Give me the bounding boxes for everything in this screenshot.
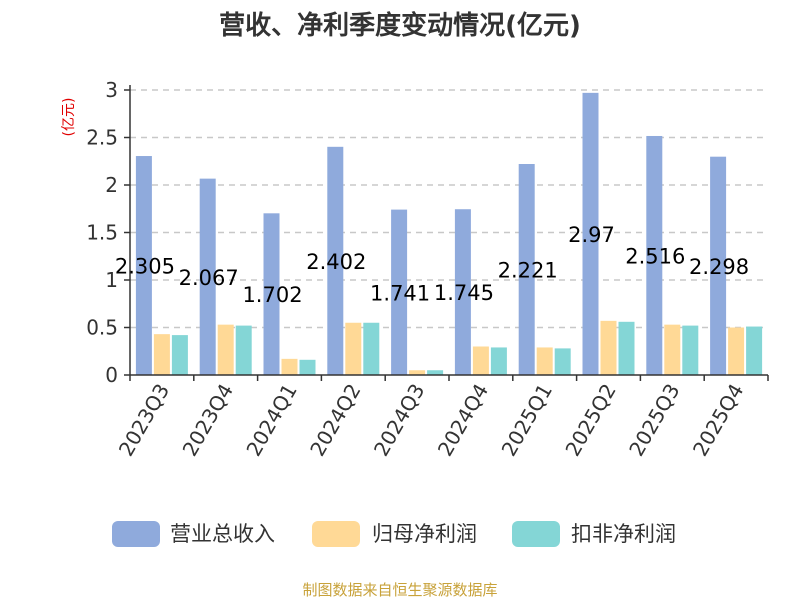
data-label: 2.516	[625, 244, 685, 268]
y-tick-label: 2	[105, 173, 118, 197]
y-tick-label: 0	[105, 363, 118, 387]
source-note: 制图数据来自恒生聚源数据库	[302, 581, 497, 599]
x-tick-label: 2025Q4	[688, 380, 748, 461]
legend-item[interactable]: 扣非净利润	[512, 521, 676, 547]
y-axis-label: (亿元)	[61, 98, 77, 137]
bar-revenue	[710, 156, 727, 375]
bar-net-profit	[409, 370, 426, 375]
chart-title: 营收、净利季度变动情况(亿元)	[219, 10, 581, 41]
legend-swatch	[112, 521, 160, 547]
legend-swatch	[312, 521, 360, 547]
bar-deducted-net-profit	[554, 348, 571, 375]
data-label: 2.067	[179, 266, 239, 290]
bar-net-profit	[728, 327, 745, 375]
x-tick-label: 2024Q4	[433, 380, 493, 461]
data-label: 1.702	[242, 283, 302, 307]
bar-deducted-net-profit	[490, 347, 507, 375]
legend-label: 营业总收入	[170, 522, 275, 546]
data-label: 2.221	[498, 259, 558, 283]
bar-net-profit	[600, 320, 617, 375]
bar-deducted-net-profit	[427, 370, 444, 375]
bar-deducted-net-profit	[363, 322, 380, 375]
legend-item[interactable]: 归母净利润	[312, 521, 477, 547]
data-label: 2.298	[689, 255, 749, 279]
data-label: 2.97	[568, 223, 615, 247]
legend[interactable]: 营业总收入 归母净利润 扣非净利润	[112, 521, 676, 547]
data-label: 1.745	[434, 281, 494, 305]
data-label: 1.741	[370, 281, 430, 305]
bar-revenue	[199, 178, 216, 375]
x-tick-label: 2024Q3	[369, 380, 429, 461]
x-tick-label: 2024Q2	[305, 380, 365, 461]
bar-net-profit	[281, 358, 298, 375]
x-tick-label: 2024Q1	[241, 380, 301, 461]
bar-deducted-net-profit	[171, 335, 188, 375]
bar-net-profit	[472, 346, 489, 375]
x-tick-label: 2025Q2	[560, 380, 620, 461]
bar-net-profit	[536, 347, 553, 375]
data-label: 2.402	[306, 250, 366, 274]
y-tick-label: 1	[105, 268, 118, 292]
bar-revenue	[263, 213, 280, 375]
bar-revenue	[582, 92, 599, 375]
bar-net-profit	[345, 322, 362, 375]
y-axis-ticks: 0 0.5 1 1.5 2 2.5 3	[86, 78, 130, 387]
bar-deducted-net-profit	[618, 321, 635, 375]
bar-net-profit	[153, 334, 170, 375]
bar-deducted-net-profit	[746, 326, 763, 375]
bar-net-profit	[217, 324, 234, 375]
y-tick-label: 3	[105, 78, 118, 102]
data-label: 2.305	[115, 255, 175, 279]
y-tick-label: 2.5	[86, 126, 118, 150]
bar-net-profit	[664, 324, 681, 375]
bar-revenue	[327, 146, 344, 375]
bar-deducted-net-profit	[299, 359, 316, 375]
bar-revenue	[135, 156, 152, 375]
legend-swatch	[512, 521, 560, 547]
x-tick-label: 2025Q3	[624, 380, 684, 461]
legend-label: 扣非净利润	[571, 522, 676, 546]
bar-revenue	[646, 135, 663, 375]
legend-item[interactable]: 营业总收入	[112, 521, 275, 547]
x-tick-label: 2025Q1	[497, 380, 557, 461]
x-tick-label: 2023Q3	[114, 380, 174, 461]
bars	[135, 92, 763, 375]
legend-label: 归母净利润	[372, 522, 477, 546]
bar-revenue	[391, 209, 408, 375]
y-tick-label: 1.5	[86, 221, 118, 245]
bar-deducted-net-profit	[235, 325, 252, 375]
bar-deducted-net-profit	[682, 325, 699, 375]
x-axis-ticks: 2023Q3 2023Q4 2024Q1 2024Q2 2024Q3 2024Q4 2025…	[114, 375, 769, 461]
bar-revenue	[518, 164, 535, 375]
bar-revenue	[454, 209, 471, 375]
x-tick-label: 2023Q4	[178, 380, 238, 461]
y-tick-label: 0.5	[86, 316, 118, 340]
